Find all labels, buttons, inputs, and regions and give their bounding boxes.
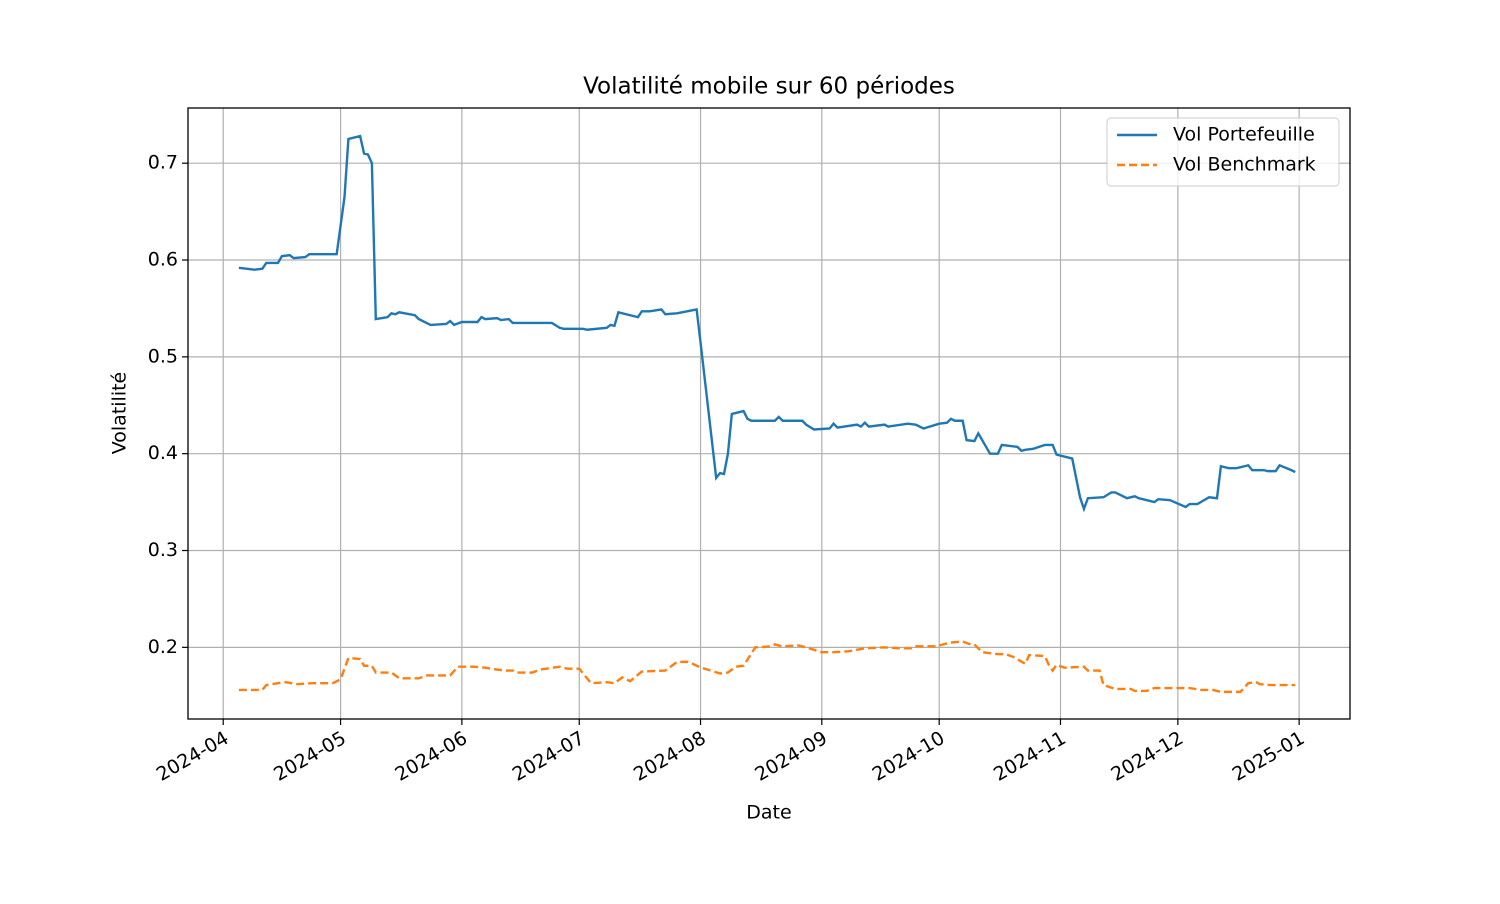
x-tick-label: 2024-11	[990, 727, 1070, 786]
y-tick-label: 0.2	[148, 636, 178, 658]
series-line	[238, 640, 1296, 694]
y-tick-label: 0.3	[148, 539, 178, 561]
plot-frame	[187, 107, 1351, 720]
y-tick-label: 0.5	[148, 345, 178, 367]
y-tick-label: 0.6	[148, 249, 178, 271]
y-tick-label: 0.4	[148, 442, 178, 464]
x-axis-label: Date	[746, 802, 791, 824]
x-tick-label: 2024-07	[509, 727, 589, 786]
x-tick-label: 2025-01	[1229, 727, 1309, 786]
chart-title: Volatilité mobile sur 60 périodes	[583, 74, 955, 100]
x-tick-label: 2024-06	[391, 727, 471, 786]
x-tick-label: 2024-10	[869, 727, 949, 786]
x-tick-label: 2024-08	[630, 727, 710, 786]
series-line	[238, 134, 1296, 513]
legend-label: Vol Portefeuille	[1173, 124, 1315, 146]
y-axis-label: Volatilité	[109, 372, 131, 455]
x-tick-label: 2024-05	[270, 727, 350, 786]
x-tick-label: 2024-12	[1107, 727, 1187, 786]
x-tick-label: 2024-09	[751, 727, 831, 786]
legend-label: Vol Benchmark	[1173, 154, 1316, 176]
y-tick-label: 0.7	[148, 152, 178, 174]
x-tick-label: 2024-04	[153, 727, 233, 786]
legend-box	[1106, 117, 1340, 187]
legend: Vol Portefeuille Vol Benchmark	[1106, 117, 1340, 187]
